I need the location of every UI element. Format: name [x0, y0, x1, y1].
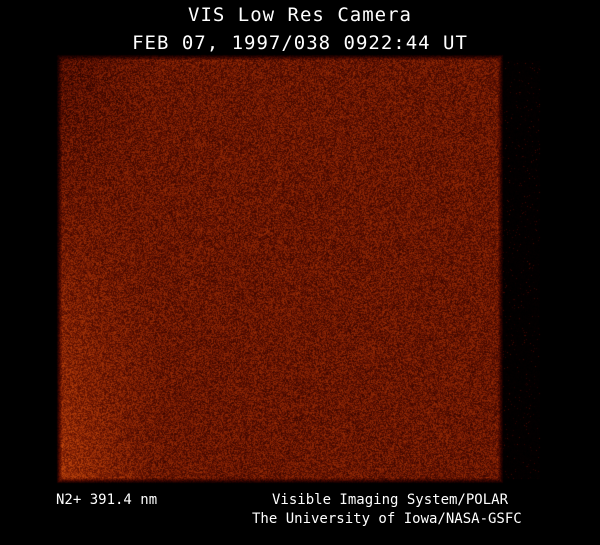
credit-line-1: Visible Imaging System/POLAR	[272, 492, 509, 508]
credit-line-2: The University of Iowa/NASA-GSFC	[252, 511, 522, 527]
filter-label: N2+ 391.4 nm	[56, 492, 158, 508]
image-title: VIS Low Res Camera	[188, 4, 412, 26]
image-datetime: FEB 07, 1997/038 0922:44 UT	[132, 32, 468, 54]
